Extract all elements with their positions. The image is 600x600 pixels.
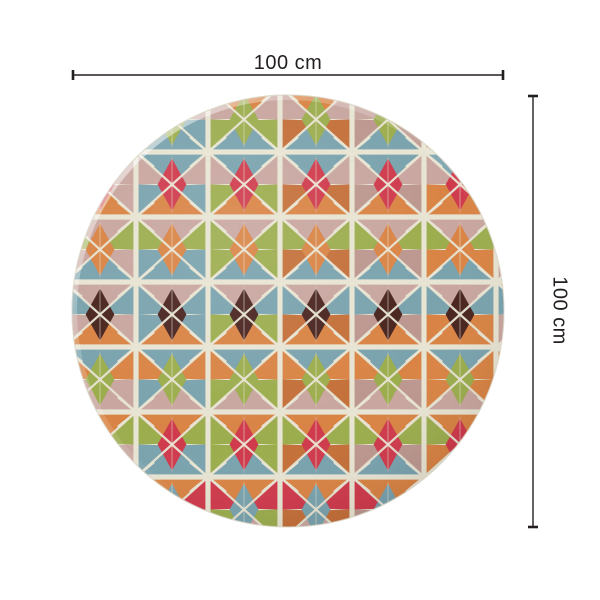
width-dimension-line: [71, 70, 505, 80]
width-dimension-label: 100 cm: [253, 52, 323, 74]
height-dimension-label: 100 cm: [548, 275, 571, 345]
height-dimension-line: [528, 94, 538, 529]
plate-outline: [71, 94, 505, 528]
rim-highlight: [71, 94, 505, 528]
